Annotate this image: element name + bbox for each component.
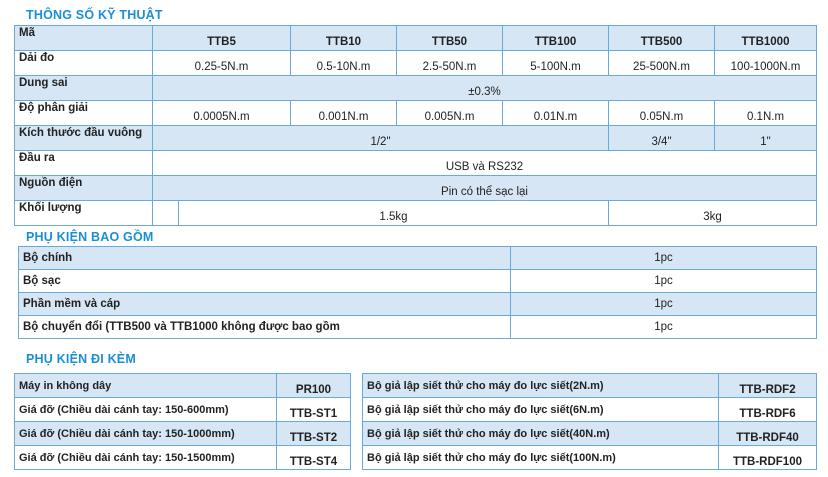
optional-item-code: PR100: [276, 373, 351, 398]
square-drive-label: Kích thước đầu vuông: [14, 125, 153, 151]
resolution-value: 0.001N.m: [290, 100, 397, 126]
resolution-value: 0.1N.m: [714, 100, 817, 126]
resolution-label: Độ phân giải: [14, 100, 153, 126]
resolution-value: 0.01N.m: [502, 100, 609, 126]
optional-left-row: Giá đỡ (Chiều dài cánh tay: 150-1500mm) …: [14, 445, 351, 470]
optional-item-name: Bộ giả lập siết thử cho máy đo lực siết(…: [362, 445, 719, 470]
included-item-qty: 1pc: [510, 269, 817, 293]
optional-item-name: Giá đỡ (Chiều dài cánh tay: 150-600mm): [14, 397, 277, 422]
square-drive-small: 1/2": [152, 125, 609, 151]
output-row: Đầu ra USB và RS232: [14, 150, 817, 176]
included-item-name: Bộ sạc: [18, 269, 511, 293]
tolerance-label: Dung sai: [14, 75, 153, 101]
range-label: Dải đo: [14, 50, 153, 76]
specs-title: THÔNG SỐ KỸ THUẬT: [26, 8, 163, 22]
included-item-qty: 1pc: [510, 292, 817, 316]
optional-item-name: Giá đỡ (Chiều dài cánh tay: 150-1000mm): [14, 421, 277, 446]
weight-large: 3kg: [608, 200, 817, 226]
optional-item-name: Bộ giả lập siết thử cho máy đo lực siết(…: [362, 421, 719, 446]
range-row: Dải đo 0.25-5N.m 0.5-10N.m 2.5-50N.m 5-1…: [14, 50, 817, 76]
weight-spacer: [152, 200, 179, 226]
optional-item-code: TTB-RDF6: [718, 397, 817, 422]
range-value: 25-500N.m: [608, 50, 715, 76]
optional-right-row: Bộ giả lập siết thử cho máy đo lực siết(…: [362, 397, 817, 422]
range-value: 2.5-50N.m: [396, 50, 503, 76]
weight-label: Khối lượng: [14, 200, 153, 226]
optional-item-code: TTB-RDF100: [718, 445, 817, 470]
optional-right-row: Bộ giả lập siết thử cho máy đo lực siết(…: [362, 373, 817, 398]
optional-item-code: TTB-ST2: [276, 421, 351, 446]
included-row: Phần mềm và cáp 1pc: [18, 292, 817, 316]
square-drive-large: 1": [714, 125, 817, 151]
specs-header-row: Mã TTB5 TTB10 TTB50 TTB100 TTB500 TTB100…: [14, 25, 817, 51]
resolution-row: Độ phân giải 0.0005N.m 0.001N.m 0.005N.m…: [14, 100, 817, 126]
model-ttb5: TTB5: [152, 25, 291, 51]
optional-item-code: TTB-ST4: [276, 445, 351, 470]
optional-left-row: Máy in không dây PR100: [14, 373, 351, 398]
optional-item-name: Máy in không dây: [14, 373, 277, 398]
included-item-qty: 1pc: [510, 315, 817, 339]
included-title: PHỤ KIỆN BAO GỒM: [26, 230, 154, 244]
range-value: 0.5-10N.m: [290, 50, 397, 76]
resolution-value: 0.005N.m: [396, 100, 503, 126]
included-row: Bộ sạc 1pc: [18, 269, 817, 293]
resolution-value: 0.05N.m: [608, 100, 715, 126]
square-drive-row: Kích thước đầu vuông 1/2" 3/4" 1": [14, 125, 817, 151]
model-ttb100: TTB100: [502, 25, 609, 51]
included-row: Bộ chính 1pc: [18, 246, 817, 270]
output-label: Đầu ra: [14, 150, 153, 176]
tolerance-value: ±0.3%: [152, 75, 817, 101]
optional-right-table: Bộ giả lập siết thử cho máy đo lực siết(…: [362, 373, 817, 470]
optional-title: PHỤ KIỆN ĐI KÈM: [26, 352, 136, 366]
output-value: USB và RS232: [152, 150, 817, 176]
optional-item-name: Bộ giả lập siết thử cho máy đo lực siết(…: [362, 373, 719, 398]
power-value: Pin có thể sạc lại: [152, 175, 817, 201]
included-item-name: Bộ chuyển đổi (TTB500 và TTB1000 không đ…: [18, 315, 511, 339]
optional-item-code: TTB-RDF2: [718, 373, 817, 398]
header-label: Mã: [14, 25, 153, 51]
included-item-name: Bộ chính: [18, 246, 511, 270]
included-item-qty: 1pc: [510, 246, 817, 270]
included-row: Bộ chuyển đổi (TTB500 và TTB1000 không đ…: [18, 315, 817, 339]
optional-item-name: Giá đỡ (Chiều dài cánh tay: 150-1500mm): [14, 445, 277, 470]
optional-right-row: Bộ giả lập siết thử cho máy đo lực siết(…: [362, 445, 817, 470]
weight-small: 1.5kg: [178, 200, 609, 226]
optional-left-row: Giá đỡ (Chiều dài cánh tay: 150-1000mm) …: [14, 421, 351, 446]
tolerance-row: Dung sai ±0.3%: [14, 75, 817, 101]
weight-row: Khối lượng 1.5kg 3kg: [14, 200, 817, 226]
included-table: Bộ chính 1pc Bộ sạc 1pc Phần mềm và cáp …: [18, 246, 817, 339]
model-ttb10: TTB10: [290, 25, 397, 51]
model-ttb500: TTB500: [608, 25, 715, 51]
optional-item-code: TTB-RDF40: [718, 421, 817, 446]
square-drive-mid: 3/4": [608, 125, 715, 151]
included-item-name: Phần mềm và cáp: [18, 292, 511, 316]
power-row: Nguồn điện Pin có thể sạc lại: [14, 175, 817, 201]
optional-item-name: Bộ giả lập siết thử cho máy đo lực siết(…: [362, 397, 719, 422]
optional-item-code: TTB-ST1: [276, 397, 351, 422]
model-ttb1000: TTB1000: [714, 25, 817, 51]
resolution-value: 0.0005N.m: [152, 100, 291, 126]
range-value: 100-1000N.m: [714, 50, 817, 76]
range-value: 5-100N.m: [502, 50, 609, 76]
optional-right-row: Bộ giả lập siết thử cho máy đo lực siết(…: [362, 421, 817, 446]
power-label: Nguồn điện: [14, 175, 153, 201]
optional-left-table: Máy in không dây PR100 Giá đỡ (Chiều dài…: [14, 373, 351, 470]
specs-table: Mã TTB5 TTB10 TTB50 TTB100 TTB500 TTB100…: [14, 25, 817, 226]
optional-left-row: Giá đỡ (Chiều dài cánh tay: 150-600mm) T…: [14, 397, 351, 422]
model-ttb50: TTB50: [396, 25, 503, 51]
range-value: 0.25-5N.m: [152, 50, 291, 76]
